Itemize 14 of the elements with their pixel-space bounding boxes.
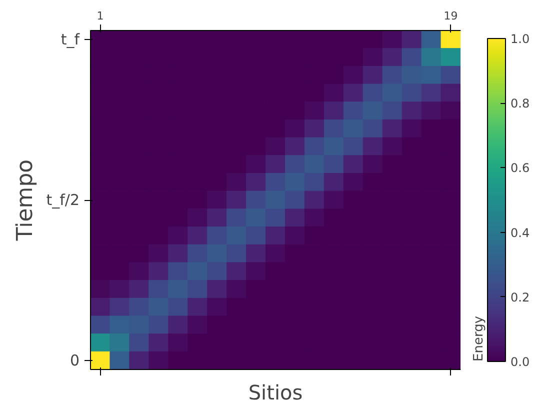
color-bar-label: 0.0 — [510, 355, 530, 369]
color-bar-label: 0.6 — [510, 161, 530, 176]
color-bar-label: 0.4 — [510, 226, 530, 240]
color-bar-title: Energy — [472, 316, 486, 362]
x-tick-label: 19 — [444, 10, 458, 22]
color-bar-label: 1.0 — [510, 32, 530, 46]
x-axis-title: Sitios — [248, 380, 303, 404]
y-tick-label: 0 — [70, 352, 80, 370]
color-bar-label: 0.2 — [510, 290, 530, 304]
y-tick-label: t_f — [60, 30, 80, 48]
y-tick-label: t_f/2 — [46, 191, 80, 209]
x-tick-label: 1 — [96, 10, 104, 22]
color-bar-label: 0.8 — [510, 96, 530, 111]
y-axis-title: Tiempo — [13, 159, 38, 242]
